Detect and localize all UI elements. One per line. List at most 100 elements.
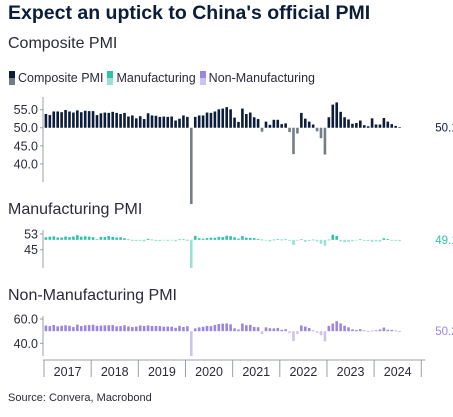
composite-bar [280, 124, 283, 128]
non-manufacturing-bar [190, 331, 193, 356]
non-manufacturing-bar [276, 327, 280, 332]
non-manufacturing-bar [241, 323, 244, 332]
non-manufacturing-bar [292, 331, 295, 342]
non-manufacturing-bar [370, 330, 374, 332]
non-manufacturing-bar [64, 325, 67, 332]
manufacturing-bar [186, 239, 189, 241]
non-manufacturing-bar [134, 326, 138, 332]
composite-bar [347, 119, 350, 128]
non-manufacturing-bar [186, 326, 189, 332]
manufacturing-bar [166, 239, 170, 241]
composite-bar [288, 127, 291, 133]
manufacturing-bar [378, 239, 382, 242]
manufacturing-bar [264, 239, 268, 241]
manufacturing-bar [284, 239, 287, 241]
non-manufacturing-bar [48, 326, 52, 332]
legend-swatch-manufacturing [107, 71, 114, 85]
non-manufacturing-bar [327, 325, 331, 332]
composite-bar [87, 111, 91, 128]
composite-bar [284, 123, 287, 128]
manufacturing-bar [213, 237, 217, 240]
non-manufacturing-bar [83, 325, 87, 332]
composite-bar [103, 112, 107, 128]
non-manufacturing-bar [366, 330, 370, 332]
non-manufacturing-bar [52, 325, 56, 332]
non-manufacturing-bar [300, 325, 303, 332]
composite-bar [209, 112, 213, 128]
composite-last-value: 50.1 [435, 123, 453, 135]
x-tick-label: 2024 [384, 365, 412, 379]
manufacturing-bar [221, 237, 225, 240]
manufacturing-bar [331, 234, 335, 240]
manufacturing-bar [303, 239, 307, 242]
composite-bar [217, 109, 221, 128]
composite-bar [56, 111, 59, 128]
non-manufacturing-bar [355, 329, 358, 332]
manufacturing-bar [339, 239, 342, 242]
composite-bar [303, 118, 307, 128]
non-manufacturing-bar [162, 326, 166, 332]
composite-bar [268, 124, 272, 128]
non-manufacturing-bar [201, 326, 205, 332]
manufacturing-bar [248, 237, 252, 240]
non-manufacturing-bar [260, 331, 264, 335]
non-manufacturing-bar [311, 330, 315, 332]
non-manufacturing-bar [264, 327, 268, 332]
non-manufacturing-bar [347, 327, 350, 332]
non-manufacturing-bar [221, 323, 225, 332]
composite-bar [248, 112, 252, 128]
non-manufacturing-bar [99, 325, 103, 332]
x-tick-label: 2020 [195, 365, 223, 379]
composite-bar [276, 119, 280, 128]
manufacturing-y-tick-label: 53 [24, 227, 38, 241]
composite-bar [83, 110, 87, 128]
manufacturing-y-tick-label: 45 [24, 243, 38, 257]
composite-bar [335, 102, 339, 128]
composite-bar [390, 124, 394, 128]
composite-bar [362, 125, 366, 128]
composite-bar [44, 114, 48, 128]
manufacturing-bar [48, 236, 52, 240]
non-manufacturing-bar [331, 323, 335, 332]
manufacturing-bar [343, 239, 346, 243]
composite-bar [68, 111, 71, 128]
non-manufacturing-bar [284, 329, 287, 332]
manufacturing-bar [359, 239, 362, 241]
non-manufacturing-bar [319, 331, 323, 336]
manufacturing-bar [241, 236, 244, 240]
composite-bar [311, 124, 315, 128]
manufacturing-bar [260, 239, 264, 241]
composite-bar [134, 118, 138, 128]
manufacturing-bar [245, 237, 248, 240]
manufacturing-bar [119, 237, 122, 240]
composite-bar [386, 121, 390, 128]
non-manufacturing-bar [123, 325, 126, 332]
manufacturing-bar [394, 239, 397, 241]
manufacturing-bar [398, 239, 401, 242]
manufacturing-bar [233, 237, 236, 240]
manufacturing-bar [237, 238, 240, 240]
non-manufacturing-bar [166, 326, 170, 332]
composite-bar [331, 104, 335, 128]
composite-bar [158, 116, 162, 128]
composite-bar [205, 112, 209, 128]
composite-bar [146, 113, 150, 128]
non-manufacturing-bar [268, 328, 272, 332]
manufacturing-bar [72, 236, 75, 240]
non-manufacturing-bar [197, 327, 201, 332]
composite-bar [127, 116, 130, 128]
manufacturing-bar [197, 238, 201, 240]
non-manufacturing-bar [296, 331, 299, 334]
panel-title-non-manufacturing: Non-Manufacturing PMI [8, 287, 177, 304]
composite-bar [197, 115, 201, 128]
composite-bar [182, 115, 185, 128]
composite-bar [300, 112, 303, 128]
non-manufacturing-bar [111, 325, 115, 332]
composite-bar [359, 120, 362, 128]
legend-swatch-composite [9, 71, 15, 85]
manufacturing-bar [178, 239, 181, 241]
manufacturing-bar [366, 239, 370, 242]
manufacturing-bar [95, 239, 99, 240]
non-manufacturing-bar [237, 329, 240, 332]
